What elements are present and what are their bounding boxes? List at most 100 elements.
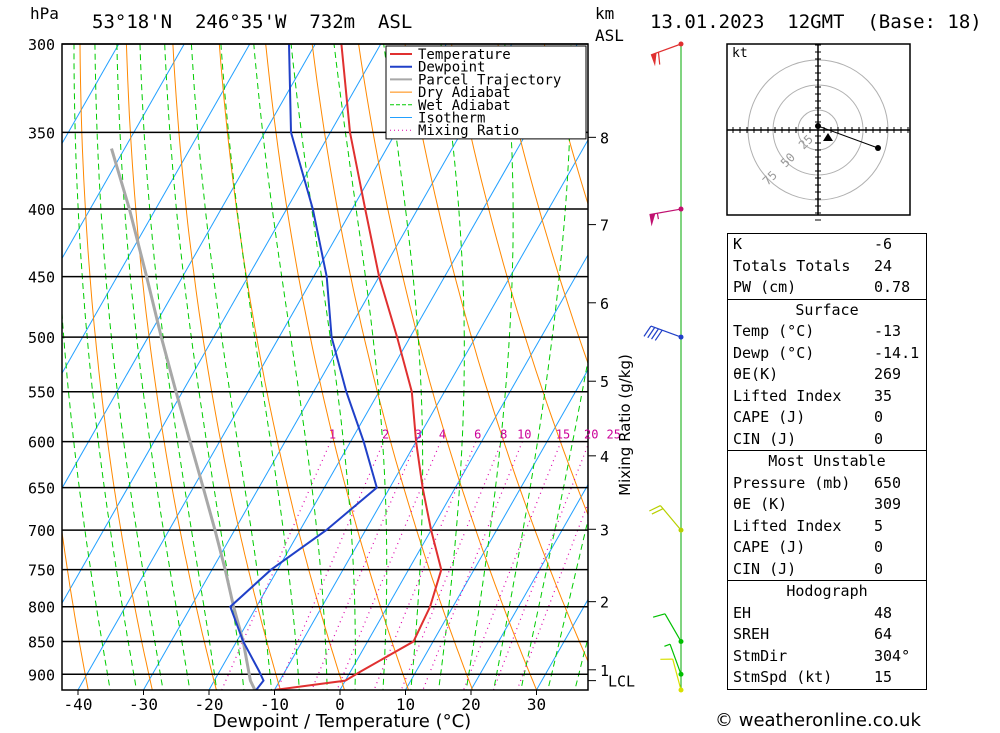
mixing-ratio-label: 2 (382, 428, 389, 442)
isotherm-line (339, 253, 588, 690)
temperature-tick-label: 20 (461, 695, 480, 714)
most-unstable-row: Pressure (mb) 650 (733, 473, 902, 492)
legend-entry: Isotherm (418, 111, 485, 127)
height-tick-label: 2 (600, 594, 609, 612)
isotherm-line (62, 44, 316, 490)
wind-barb-full (651, 508, 664, 515)
totals-totals-row: Totals Totals 24 (733, 256, 893, 275)
most-unstable-heading: Most Unstable (768, 452, 886, 470)
wet-adiabat-line (333, 44, 388, 690)
adiabat-background (0, 44, 1000, 699)
temperature-tick-label: -10 (260, 695, 289, 714)
wind-barb-full (649, 505, 661, 512)
pressure-tick-label: 450 (28, 269, 55, 287)
wet-adiabat-line (438, 44, 465, 690)
dry-adiabat-line (404, 44, 588, 663)
surface-heading: Surface (795, 300, 859, 319)
axis-labels: 300350400450500550600650700750800850900-… (28, 36, 635, 714)
wet-adiabat-line (253, 44, 328, 690)
mixing-ratio-label: 10 (517, 428, 531, 442)
wet-adiabat-line (220, 44, 300, 690)
height-tick-label: 7 (600, 217, 609, 235)
wind-barb-staff (650, 43, 682, 56)
wind-barb (664, 643, 682, 675)
mixing-ratio-label: 1 (329, 428, 336, 442)
temperature-tick-label: 0 (335, 695, 345, 714)
legend-entry: Mixing Ratio (418, 123, 519, 139)
wind-barb-full (651, 328, 659, 340)
mixing-ratio-line (422, 441, 523, 690)
mixing-ratio-label: 25 (606, 428, 620, 442)
wet-adiabat-line (164, 44, 245, 690)
pressure-tick-label: 850 (28, 633, 55, 651)
wind-barb (650, 43, 682, 67)
stats-panel: K -6 Totals Totals 24 PW (cm) 0.78 Surface … (727, 233, 927, 690)
hodograph-row: StmSpd (kt) 15 (733, 668, 893, 686)
dry-adiabat-line (962, 44, 1000, 699)
pw-row: PW (cm) 0.78 (733, 278, 911, 296)
location-title: 53°18'N 246°35'W 732m ASL (92, 11, 412, 33)
temperature-tick-label: 10 (396, 695, 415, 714)
height-tick-label: 4 (600, 448, 609, 466)
isotherm-line (470, 483, 588, 690)
wind-barb (649, 208, 682, 227)
dry-adiabat-line (218, 44, 346, 690)
mixing-ratio-line (373, 441, 477, 690)
wind-barb-half (664, 643, 671, 647)
wet-adiabat-line (73, 44, 138, 690)
height-tick-label: 3 (600, 521, 609, 539)
mixing-ratio-line (276, 441, 385, 690)
pressure-tick-label: 600 (28, 434, 55, 452)
pressure-tick-label: 300 (28, 36, 55, 54)
wind-barb-staff (649, 208, 682, 216)
pressure-tick-label: 550 (28, 384, 55, 402)
plot-frame (61, 43, 589, 691)
wind-barb-staff (664, 613, 682, 642)
dry-adiabat-line (79, 44, 153, 690)
most-unstable-row: CIN (J) 0 (733, 559, 884, 578)
wet-adiabat-line (290, 44, 356, 690)
wet-adiabat-line (190, 44, 273, 690)
hodograph-row: SREH 64 (733, 625, 893, 643)
pressure-tick-label: 350 (28, 124, 55, 142)
hodograph-row: EH 48 (733, 603, 893, 622)
temperature-tick-label: 30 (527, 695, 546, 714)
wind-barb-full (654, 329, 663, 341)
mixing-ratio-line (311, 441, 417, 690)
isotherm-line (273, 139, 588, 690)
wind-barb-full (652, 613, 666, 618)
dry-adiabat-line (0, 44, 26, 699)
mixing-ratio-label: 4 (439, 428, 446, 442)
wind-barb-full (647, 327, 656, 339)
mixing-ratio-axis-label: Mixing Ratio (g/kg) (616, 354, 634, 496)
hodograph-unit-label: kt (732, 46, 748, 61)
mixing-ratio-label: 8 (500, 428, 507, 442)
wet-adiabat-line (574, 635, 588, 690)
dewpoint-line (229, 44, 378, 690)
wind-barb-half (656, 213, 659, 220)
wind-barb-staff (672, 658, 682, 691)
wind-barb-full (643, 325, 652, 337)
surface-panel: Surface Temp (°C) -13 Dewp (°C) -14.1 θE(K… (727, 299, 927, 451)
wet-adiabat-line (94, 44, 164, 690)
most-unstable-row: Lifted Index 5 (733, 516, 884, 535)
isotherm-line (62, 44, 120, 145)
mixing-ratio-line (462, 441, 562, 690)
height-tick-label: 8 (600, 129, 609, 147)
surface-row: Lifted Index 35 (733, 386, 893, 405)
wind-barb-flag (649, 213, 656, 227)
hodograph-point (875, 145, 881, 151)
x-axis-label: Dewpoint / Temperature (°C) (213, 711, 471, 732)
legend-box (385, 45, 587, 140)
pressure-tick-label: 500 (28, 329, 55, 347)
wind-barb (643, 325, 682, 341)
dry-adiabat-line (497, 44, 588, 365)
asl-axis-title: ASL (595, 26, 624, 45)
copyright-text[interactable]: © weatheronline.co.uk (715, 710, 921, 731)
temperature-tick-label: -40 (64, 695, 93, 714)
temperature-tick-label: -30 (129, 695, 158, 714)
wind-barb-staff (669, 644, 682, 675)
surface-row: CAPE (J) 0 (733, 408, 884, 426)
most-unstable-row: θE (K) 309 (733, 495, 902, 513)
